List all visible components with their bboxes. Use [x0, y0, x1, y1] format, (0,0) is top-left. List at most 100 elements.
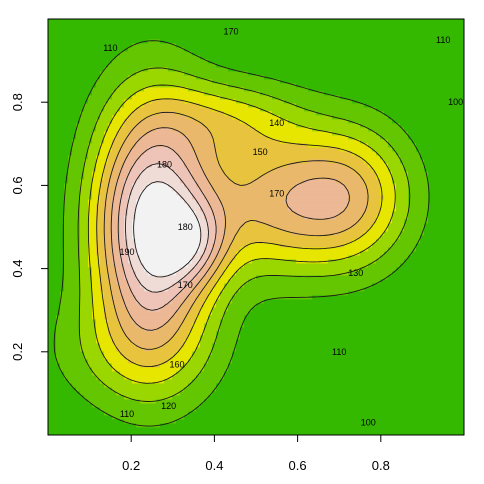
contour-cell: [252, 403, 257, 408]
contour-cell: [264, 423, 269, 428]
contour-cell: [272, 279, 277, 284]
contour-cell: [112, 267, 117, 272]
contour-cell: [148, 371, 153, 376]
contour-cell: [392, 335, 397, 340]
contour-cell: [440, 251, 445, 256]
contour-cell: [140, 247, 145, 252]
contour-cell: [168, 311, 173, 316]
contour-cell: [420, 335, 425, 340]
contour-cell: [396, 431, 401, 436]
contour-cell: [268, 395, 273, 400]
contour-cell: [260, 375, 265, 380]
contour-cell: [360, 303, 365, 308]
contour-cell: [388, 291, 393, 296]
contour-cell: [72, 371, 77, 376]
contour-cell: [212, 319, 217, 324]
contour-cell: [96, 415, 101, 420]
contour-cell: [244, 351, 249, 356]
contour-cell: [196, 311, 201, 316]
contour-cell: [124, 399, 129, 404]
contour-cell: [344, 263, 349, 268]
contour-cell: [328, 327, 333, 332]
contour-cell: [276, 371, 281, 376]
contour-cell: [408, 347, 413, 352]
contour-cell: [256, 335, 261, 340]
contour-cell: [444, 387, 449, 392]
contour-cell: [184, 323, 189, 328]
contour-cell: [344, 375, 349, 380]
contour-cell: [260, 319, 265, 324]
contour-cell: [148, 339, 153, 344]
contour-cell: [152, 375, 157, 380]
contour-cell: [248, 363, 253, 368]
contour-cell: [96, 399, 101, 404]
contour-cell: [220, 251, 225, 256]
contour-cell: [432, 307, 437, 312]
contour-cell: [64, 271, 69, 276]
contour-cell: [76, 363, 81, 368]
contour-cell: [320, 283, 325, 288]
contour-cell: [320, 431, 325, 436]
contour-cell: [452, 347, 457, 352]
contour-cell: [104, 275, 109, 280]
contour-cell: [432, 255, 437, 260]
contour-cell: [132, 251, 137, 256]
contour-cell: [328, 335, 333, 340]
contour-cell: [388, 299, 393, 304]
contour-cell: [128, 415, 133, 420]
contour-cell: [200, 311, 205, 316]
contour-cell: [264, 295, 269, 300]
contour-cell: [292, 351, 297, 356]
contour-cell: [324, 279, 329, 284]
contour-cell: [324, 251, 329, 256]
contour-cell: [288, 423, 293, 428]
contour-cell: [372, 359, 377, 364]
contour-cell: [116, 319, 121, 324]
contour-cell: [460, 403, 465, 408]
contour-cell: [404, 363, 409, 368]
contour-cell: [176, 275, 181, 280]
contour-cell: [108, 419, 113, 424]
contour-cell: [168, 291, 173, 296]
contour-cell: [320, 275, 325, 280]
contour-cell: [88, 379, 93, 384]
contour-cell: [448, 339, 453, 344]
contour-cell: [304, 251, 309, 256]
contour-cell: [412, 299, 417, 304]
contour-cell: [188, 319, 193, 324]
contour-cell: [268, 347, 273, 352]
contour-cell: [452, 323, 457, 328]
contour-cell: [144, 375, 149, 380]
contour-cell: [140, 403, 145, 408]
contour-cell: [60, 339, 65, 344]
contour-cell: [256, 339, 261, 344]
contour-cell: [64, 331, 69, 336]
contour-cell: [244, 255, 249, 260]
contour-cell: [116, 295, 121, 300]
contour-cell: [128, 275, 133, 280]
contour-cell: [84, 347, 89, 352]
contour-cell: [200, 259, 205, 264]
contour-cell: [292, 275, 297, 280]
contour-cell: [152, 247, 157, 252]
contour-cell: [308, 371, 313, 376]
contour-cell: [92, 391, 97, 396]
contour-cell: [100, 419, 105, 424]
contour-cell: [52, 271, 57, 276]
contour-cell: [180, 243, 185, 248]
contour-cell: [160, 383, 165, 388]
contour-cell: [100, 415, 105, 420]
contour-cell: [408, 427, 413, 432]
contour-cell: [380, 295, 385, 300]
contour-cell: [416, 247, 421, 252]
contour-cell: [240, 291, 245, 296]
contour-cell: [452, 319, 457, 324]
contour-cell: [56, 279, 61, 284]
contour-cell: [428, 271, 433, 276]
contour-cell: [220, 367, 225, 372]
contour-cell: [408, 279, 413, 284]
contour-cell: [156, 411, 161, 416]
contour-cell: [428, 363, 433, 368]
contour-cell: [84, 255, 89, 260]
contour-cell: [252, 291, 257, 296]
